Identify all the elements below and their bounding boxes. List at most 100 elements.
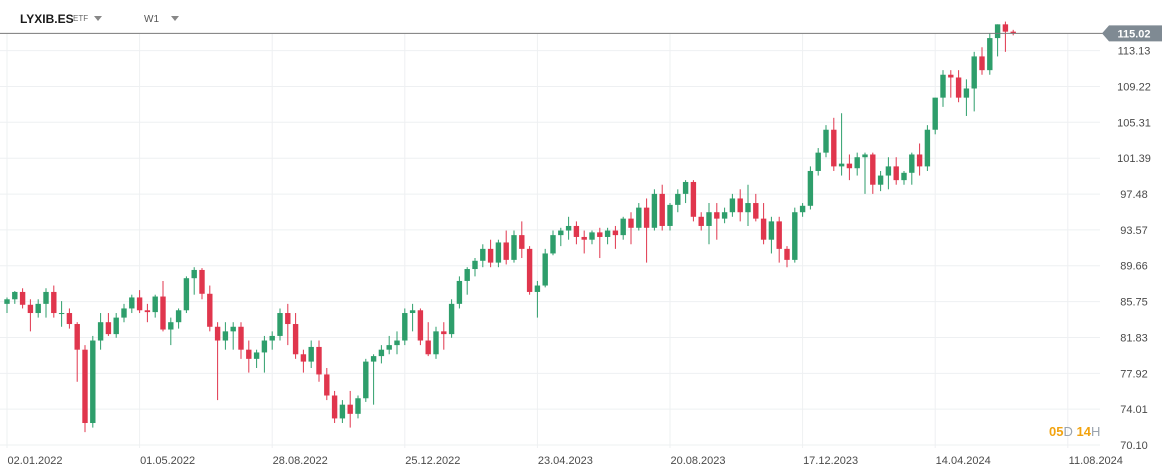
candle-body: [58, 313, 65, 315]
candle-body: [955, 77, 962, 98]
candle-body: [472, 260, 478, 270]
candle-body: [277, 313, 283, 336]
candle-body: [253, 352, 260, 359]
x-tick-label: 23.04.2023: [538, 455, 593, 467]
candle-body: [862, 154, 868, 158]
candle-body: [4, 299, 10, 304]
y-tick-label: 85.75: [1120, 297, 1148, 309]
candle-body: [737, 198, 743, 213]
candle-body: [682, 181, 689, 194]
candle-body: [160, 296, 166, 330]
candle-body: [979, 56, 985, 71]
candle-body: [183, 278, 190, 311]
candle-body: [768, 221, 775, 240]
x-tick-label: 28.08.2022: [273, 455, 328, 467]
candle-body: [90, 340, 96, 424]
candle-body: [464, 269, 470, 281]
candle-body: [667, 204, 673, 226]
candle-body: [675, 193, 681, 205]
countdown-hours: 14: [1076, 424, 1091, 439]
y-tick-label: 74.01: [1120, 404, 1148, 416]
candle-body: [776, 221, 782, 249]
candle-body: [113, 317, 119, 335]
candle-body: [940, 74, 946, 98]
current-price-line: 115.02: [0, 25, 1162, 42]
candle-countdown: 05D 14H: [1049, 424, 1100, 439]
candle-body: [924, 129, 931, 167]
candle-body: [753, 203, 759, 219]
candle-body: [901, 172, 907, 181]
y-tick-label: 89.66: [1120, 261, 1148, 273]
candle-body: [745, 203, 751, 213]
candle-body: [43, 291, 49, 304]
candle-body: [729, 198, 736, 213]
symbol-name[interactable]: LYXIB.ES: [20, 12, 74, 26]
candle-body: [643, 207, 650, 228]
y-tick-label: 105.31: [1117, 117, 1151, 129]
x-tick-label: 20.08.2023: [670, 455, 725, 467]
interval-dropdown-icon[interactable]: [171, 16, 179, 21]
candle-body: [191, 269, 197, 279]
candle-body: [175, 310, 182, 323]
candle-body: [214, 326, 221, 341]
candle-body: [82, 349, 88, 424]
candle-body: [168, 322, 174, 330]
candle-body: [807, 170, 814, 206]
candle-body: [97, 322, 104, 341]
candle-body: [409, 310, 416, 314]
candle-body: [651, 193, 658, 228]
x-tick-label: 17.12.2023: [803, 455, 858, 467]
candle-body: [331, 395, 338, 419]
candle-body: [207, 293, 213, 327]
candle-body: [721, 212, 728, 219]
candle-body: [698, 216, 704, 226]
x-tick-label: 01.05.2022: [140, 455, 195, 467]
candle-body: [604, 230, 611, 237]
candle-body: [550, 235, 556, 254]
candle-body: [324, 374, 330, 396]
candle-body: [815, 152, 821, 171]
candle-body: [963, 88, 970, 98]
candle-body: [831, 129, 837, 167]
candle-body: [347, 404, 353, 414]
candle-body: [628, 218, 634, 228]
candle-body: [285, 313, 291, 325]
candle-body: [854, 157, 860, 169]
candle-body: [885, 166, 892, 176]
candle-body: [1010, 31, 1016, 34]
candle-body: [12, 291, 18, 300]
y-tick-label: 109.22: [1117, 81, 1151, 93]
candle-body: [300, 354, 307, 362]
symbol-dropdown-icon[interactable]: [94, 16, 102, 21]
candle-body: [121, 308, 127, 318]
candle-body: [565, 225, 572, 231]
candle-body: [308, 346, 314, 362]
candle-body: [199, 269, 205, 294]
y-axis: 113.13 109.22 105.31 101.39 97.48 93.57 89.66 8…: [1117, 46, 1151, 452]
interval-selector[interactable]: W1: [144, 14, 159, 25]
candle-body: [394, 340, 400, 346]
candle-body: [129, 297, 135, 309]
candles: [4, 21, 1016, 433]
candle-body: [261, 340, 268, 353]
candle-body: [152, 296, 158, 313]
candle-body: [503, 242, 509, 260]
candle-body: [784, 248, 790, 260]
candle-body: [425, 340, 431, 355]
candle-body: [838, 163, 845, 167]
candle-body: [292, 324, 299, 355]
candle-body: [909, 154, 915, 173]
candle-body: [948, 74, 954, 78]
candle-body: [581, 236, 587, 240]
candle-body: [558, 230, 564, 236]
x-tick-label: 02.01.2022: [7, 455, 62, 467]
countdown-days-unit: D: [1063, 424, 1073, 439]
candle-body: [363, 361, 369, 399]
y-tick-label: 113.13: [1118, 46, 1151, 58]
candle-body: [620, 218, 626, 236]
candle-body: [105, 322, 112, 335]
candle-body: [792, 212, 798, 260]
candle-body: [511, 235, 517, 260]
countdown-hours-unit: H: [1090, 424, 1101, 439]
